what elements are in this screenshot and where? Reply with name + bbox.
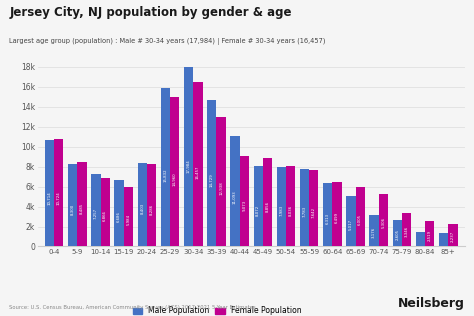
Text: Source: U.S. Census Bureau, American Community Survey (ACS) 2017-2021 5-Year Est: Source: U.S. Census Bureau, American Com…: [9, 305, 256, 310]
Bar: [77, 162, 87, 246]
Text: 6,005: 6,005: [358, 214, 362, 225]
Bar: [124, 187, 133, 246]
Bar: [277, 167, 286, 246]
Text: 8,036: 8,036: [289, 205, 292, 216]
Bar: [379, 193, 388, 246]
Text: 10,724: 10,724: [57, 191, 61, 205]
Text: 9,073: 9,073: [242, 200, 246, 211]
Bar: [161, 88, 170, 246]
Text: 14,960: 14,960: [173, 173, 177, 186]
Text: 2,605: 2,605: [395, 229, 399, 240]
Text: Neilsberg: Neilsberg: [398, 297, 465, 310]
Bar: [448, 224, 457, 246]
Bar: [323, 184, 332, 246]
Bar: [230, 136, 240, 246]
Text: 8,856: 8,856: [265, 201, 269, 212]
Text: 8,300: 8,300: [71, 204, 75, 215]
Text: 8,072: 8,072: [256, 204, 260, 216]
Text: 6,499: 6,499: [335, 212, 339, 223]
Bar: [425, 221, 434, 246]
Bar: [356, 186, 365, 246]
Bar: [147, 164, 156, 246]
Bar: [91, 174, 100, 246]
Text: 11,093: 11,093: [233, 190, 237, 204]
Bar: [416, 232, 425, 246]
Bar: [193, 82, 202, 246]
Bar: [402, 213, 411, 246]
Text: 2,519: 2,519: [428, 230, 432, 241]
Text: 7,983: 7,983: [279, 205, 283, 216]
Bar: [332, 182, 342, 246]
Bar: [137, 163, 147, 246]
Bar: [254, 166, 263, 246]
Text: 14,729: 14,729: [210, 173, 214, 187]
Bar: [114, 180, 124, 246]
Text: 2,237: 2,237: [451, 231, 455, 242]
Text: 6,686: 6,686: [117, 211, 121, 222]
Text: 12,938: 12,938: [219, 181, 223, 195]
Text: 6,866: 6,866: [103, 210, 107, 221]
Text: Largest age group (population) : Male # 30-34 years (17,984) | Female # 30-34 ye: Largest age group (population) : Male # …: [9, 38, 326, 45]
Bar: [170, 97, 179, 246]
Bar: [346, 197, 356, 246]
Text: 5,984: 5,984: [127, 214, 130, 225]
Bar: [309, 170, 319, 246]
Text: 16,457: 16,457: [196, 166, 200, 179]
Bar: [300, 169, 309, 246]
Bar: [286, 166, 295, 246]
Bar: [54, 139, 64, 246]
Bar: [100, 178, 110, 246]
Text: 8,403: 8,403: [140, 203, 144, 214]
Text: 3,176: 3,176: [372, 227, 376, 238]
Bar: [369, 215, 379, 246]
Bar: [240, 156, 249, 246]
Text: 3,346: 3,346: [404, 226, 409, 237]
Text: 5,017: 5,017: [349, 218, 353, 229]
Text: 7,257: 7,257: [94, 208, 98, 219]
Text: 8,286: 8,286: [149, 204, 154, 215]
Text: 8,485: 8,485: [80, 203, 84, 214]
Bar: [439, 233, 448, 246]
Text: 10,714: 10,714: [47, 191, 52, 205]
Text: Jersey City, NJ population by gender & age: Jersey City, NJ population by gender & a…: [9, 6, 292, 19]
Bar: [392, 221, 402, 246]
Text: 15,832: 15,832: [164, 168, 167, 182]
Bar: [217, 117, 226, 246]
Text: 6,313: 6,313: [326, 213, 330, 224]
Bar: [68, 164, 77, 246]
Text: 17,984: 17,984: [187, 159, 191, 173]
Text: 7,642: 7,642: [312, 207, 316, 218]
Bar: [263, 158, 272, 246]
Bar: [184, 67, 193, 246]
Text: 5,306: 5,306: [382, 217, 385, 228]
Bar: [207, 100, 217, 246]
Bar: [45, 140, 54, 246]
Text: 7,783: 7,783: [302, 206, 307, 217]
Legend: Male Population, Female Population: Male Population, Female Population: [130, 303, 304, 316]
